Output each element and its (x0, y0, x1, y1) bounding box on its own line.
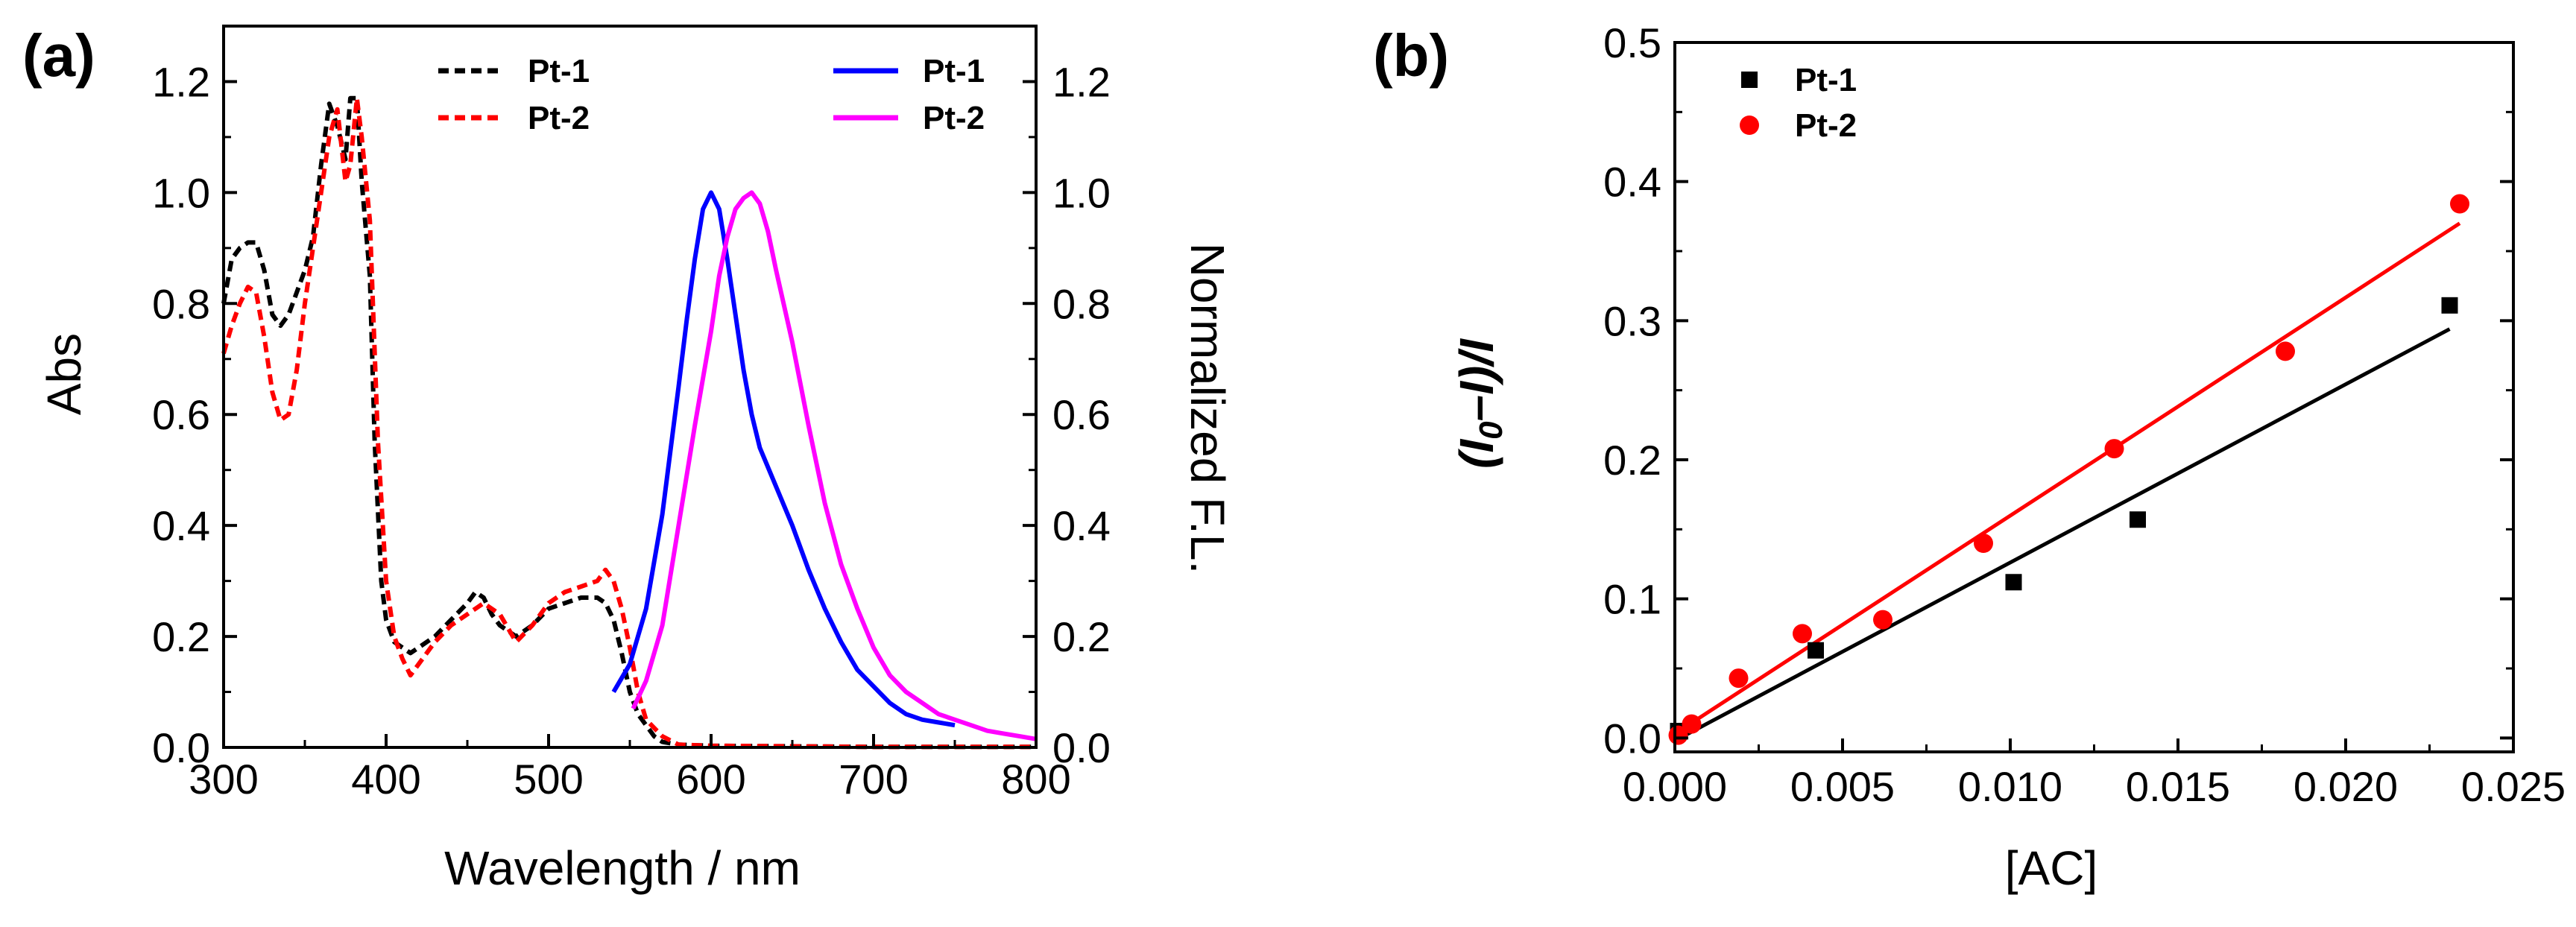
y-tick-label: 0.3 (1603, 297, 1661, 344)
data-point-pt-2 (2104, 439, 2124, 459)
y-tick-label: 0.2 (1603, 437, 1661, 484)
legend-pt2-em-label: Pt-2 (923, 100, 985, 136)
y-left-tick-label: 0.2 (152, 613, 210, 660)
data-point-pt-2 (2450, 194, 2469, 214)
y-tick-label: 0.4 (1603, 159, 1661, 206)
y-left-tick-label: 0.6 (152, 391, 210, 438)
x-tick-label: 0.020 (2294, 763, 2398, 810)
panel-b-plot-area: 0.000 0.005 0.010 0.015 0.020 0.025 0.0 0.1 0.2 0… (1603, 19, 2566, 810)
panel-b-ylabel-open: (I (1450, 439, 1503, 469)
series-pt-1-absorption (221, 95, 1036, 750)
y-tick-label: 0.0 (1603, 715, 1661, 762)
y-left-tick-label: 1.0 (152, 169, 210, 216)
x-tick-label: 400 (351, 756, 420, 803)
panel-b-label: (b) (1373, 22, 1449, 89)
panel-a-plot-area: 300 400 500 600 700 8000.00.20.40.60.81.01.20… (152, 25, 1111, 803)
y-right-tick-label: 0.0 (1052, 724, 1111, 771)
series-pt-1-emission (611, 190, 956, 728)
fit-line-pt-1 (1673, 327, 2451, 743)
data-point-pt-2 (1682, 714, 1702, 734)
x-tick-label: 500 (514, 756, 583, 803)
fit-line-pt-2 (1673, 221, 2461, 735)
data-point-pt-2 (1873, 610, 1892, 630)
y-left-tick-label: 0.8 (152, 280, 210, 327)
panel-b-xlabel: [AC] (2005, 841, 2097, 895)
data-point-pt-2 (1793, 624, 1812, 644)
x-tick-label: 800 (1001, 756, 1070, 803)
y-right-tick-label: 0.8 (1052, 280, 1111, 327)
x-tick-label: 0.025 (2461, 763, 2566, 810)
legend-pt1-em-label: Pt-1 (923, 53, 985, 89)
legend-pt2-abs-label: Pt-2 (528, 100, 590, 136)
panel-a-xlabel: Wavelength / nm (444, 841, 801, 895)
panel-b-ylabel: (I0–I)/I (1450, 338, 1509, 469)
panel-a-ylabel-left: Abs (37, 333, 91, 415)
y-left-tick-label: 0.4 (152, 502, 210, 549)
x-tick-label: 700 (839, 756, 908, 803)
x-tick-label: 0.000 (1623, 763, 1727, 810)
panel-b-ylabel-sub: 0 (1473, 421, 1509, 440)
legend-pt2-label: Pt-2 (1795, 107, 1857, 144)
data-point-pt-2 (1729, 668, 1749, 689)
y-right-tick-label: 0.6 (1052, 391, 1111, 438)
x-tick-label: 300 (189, 756, 258, 803)
data-point-pt-2 (2276, 341, 2295, 361)
y-right-tick-label: 1.0 (1052, 169, 1111, 216)
legend-pt1-abs-label: Pt-1 (528, 53, 590, 89)
y-right-tick-label: 0.4 (1052, 502, 1111, 549)
data-point-pt-2 (1974, 534, 1993, 553)
panel-a-ylabel-right: Normalized F.L. (1181, 243, 1234, 575)
series-pt-2-absorption (221, 95, 1036, 750)
data-point-pt-1 (2005, 574, 2022, 591)
x-tick-label: 0.005 (1790, 763, 1895, 810)
plot-frame (1673, 41, 2515, 753)
panel-a-legend: Pt-1 Pt-2 Pt-1 Pt-2 (438, 53, 985, 136)
y-tick-label: 0.1 (1603, 576, 1661, 623)
y-left-tick-label: 0.0 (152, 724, 210, 771)
panel-a-label: (a) (22, 22, 95, 89)
legend-pt1-label: Pt-1 (1795, 62, 1857, 98)
x-tick-label: 600 (676, 756, 745, 803)
data-point-pt-1 (2130, 511, 2146, 528)
data-point-pt-1 (2441, 297, 2458, 314)
x-tick-label: 0.010 (1958, 763, 2062, 810)
panel-a-chart: (a) 300 400 500 600 700 8000.00.20.40.60.81.0… (22, 22, 1234, 895)
y-right-tick-label: 1.2 (1052, 58, 1111, 105)
y-left-tick-label: 1.2 (152, 58, 210, 105)
panel-b-legend: Pt-1 Pt-2 (1740, 62, 1857, 144)
panel-b-ylabel-rest: –I)/I (1450, 338, 1503, 421)
legend-pt1-marker (1741, 72, 1758, 88)
y-tick-label: 0.5 (1603, 19, 1661, 66)
panel-b-chart: (b) 0.000 0.005 0.010 0.015 0.020 0.025 0.0 0.1… (1373, 19, 2566, 895)
legend-pt2-marker (1740, 116, 1759, 135)
data-point-pt-1 (1808, 642, 1824, 659)
x-tick-label: 0.015 (2126, 763, 2230, 810)
series-pt-2-emission (631, 190, 1037, 741)
y-right-tick-label: 0.2 (1052, 613, 1111, 660)
